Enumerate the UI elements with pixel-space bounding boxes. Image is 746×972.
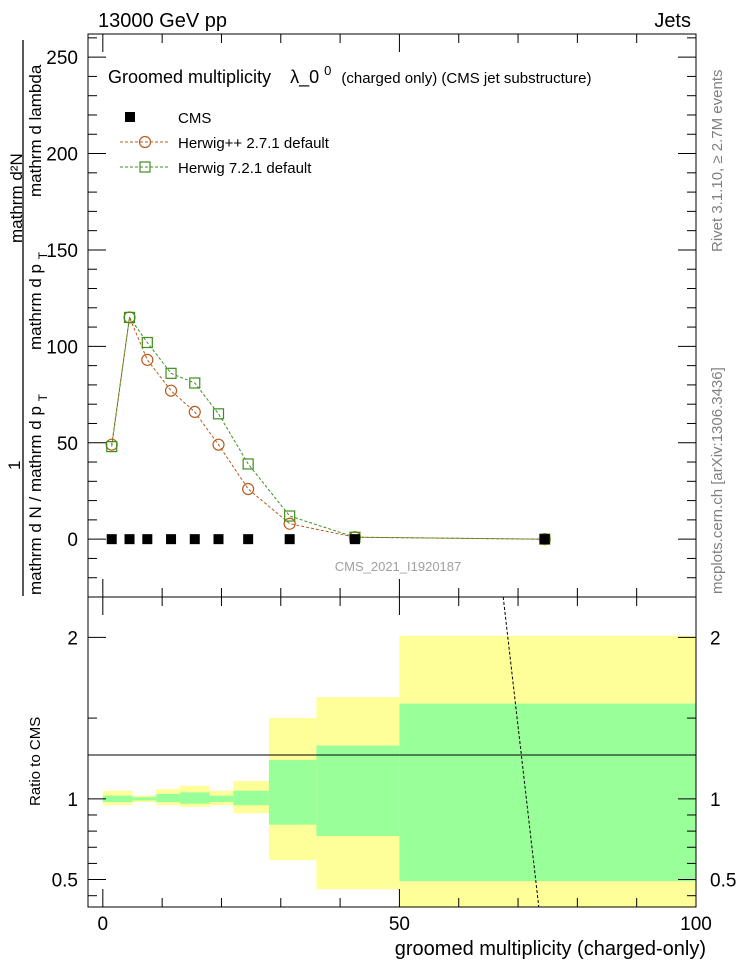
ratio-y-tick-label: 0.5 xyxy=(52,871,78,892)
data-point-herwigpp xyxy=(188,405,201,419)
main-panel: 0 50 100 150 200 250 CMS_2021_I1920187 Groome… xyxy=(46,33,697,598)
uncertainty-band-inner xyxy=(399,703,696,882)
main-markers xyxy=(105,311,551,546)
data-point-cms xyxy=(243,534,254,545)
legend-marker-cms xyxy=(125,112,135,122)
y-tick-label: 250 xyxy=(46,48,78,69)
legend-entry-cms: CMS xyxy=(125,110,211,127)
ylabel-dpt-text: mathrm d p xyxy=(26,264,45,350)
x-tick-label: 100 xyxy=(680,914,712,935)
ratio-y-tick-label-right: 0.5 xyxy=(710,871,736,892)
ylabel-denominator-dpt: mathrm d p T xyxy=(26,251,50,350)
watermark-label: CMS_2021_I1920187 xyxy=(335,559,462,574)
ratio-ylabel: Ratio to CMS xyxy=(27,717,44,806)
data-point-cms xyxy=(106,534,117,545)
ratio-y-tick-label: 2 xyxy=(67,628,78,649)
legend-marker-herwig7 xyxy=(139,161,151,173)
ylabel-denominator-dn: mathrm d N / mathrm d p T xyxy=(26,393,50,595)
data-point-cms xyxy=(349,534,360,545)
legend-entry-herwigpp: Herwig++ 2.7.1 default xyxy=(120,135,330,152)
ratio-y-tick-label-right: 2 xyxy=(710,628,721,649)
y-tick-label: 0 xyxy=(67,530,78,551)
legend-entry-herwig7: Herwig 7.2.1 default xyxy=(120,160,312,177)
series-line-1 xyxy=(111,315,545,540)
uncertainty-band-inner xyxy=(233,790,269,806)
legend-label-herwig7: Herwig 7.2.1 default xyxy=(178,160,312,177)
y-tick-label: 50 xyxy=(57,434,78,455)
data-point-cms xyxy=(124,534,135,545)
uncertainty-band-inner xyxy=(179,792,210,804)
x-axis-label: groomed multiplicity (charged-only) xyxy=(395,938,706,960)
ylabel-denominator-dlambda: mathrm d lambda xyxy=(26,64,45,197)
header-process: 13000 GeV pp xyxy=(98,10,227,32)
ylabel-dn-text: mathrm d N / mathrm d p xyxy=(26,406,45,595)
data-point-herwigpp xyxy=(141,353,154,366)
legend-label-herwigpp: Herwig++ 2.7.1 default xyxy=(178,135,330,152)
data-point-herwig7 xyxy=(212,408,225,420)
ylabel-numerator-one: 1 xyxy=(5,461,24,470)
legend-marker-herwigpp xyxy=(138,135,152,149)
y-tick-label: 100 xyxy=(46,337,78,358)
main-ticks: 0 50 100 150 200 250 xyxy=(46,34,697,597)
y-tick-label: 200 xyxy=(46,145,78,166)
legend: CMS Herwig++ 2.7.1 default Herwig 7.2.1 … xyxy=(120,110,330,177)
ratio-y-tick-label-right: 1 xyxy=(710,790,721,811)
ylabel-dpt-subscript: T xyxy=(36,251,50,259)
data-point-herwig7 xyxy=(123,311,136,324)
data-point-cms xyxy=(284,534,295,545)
uncertainty-band-inner xyxy=(209,795,234,803)
mcplots-label: mcplots.cern.ch [arXiv:1306.3436] xyxy=(709,367,726,594)
ratio-y-tick-label: 1 xyxy=(67,790,78,811)
ratio-ticks: 0.5 0.5 1 1 2 2 0 50 100 xyxy=(52,597,736,935)
data-point-herwig7 xyxy=(165,367,177,379)
data-point-herwigpp xyxy=(242,482,255,496)
legend-label-cms: CMS xyxy=(178,110,211,127)
data-point-herwigpp xyxy=(164,384,178,397)
ylabel-dn-subscript: T xyxy=(36,393,50,401)
chart-title-lambda: λ_0 xyxy=(290,67,319,88)
uncertainty-band-inner xyxy=(132,797,157,801)
ratio-plot-frame xyxy=(87,596,697,908)
data-point-herwig7 xyxy=(189,377,201,389)
uncertainty-band-inner xyxy=(268,760,317,825)
ratio-curve xyxy=(502,596,540,908)
header-observable: Jets xyxy=(654,10,691,32)
data-point-cms xyxy=(166,534,177,545)
ratio-panel: 0.5 0.5 1 1 2 2 0 50 100 Ratio to CMS xyxy=(27,596,736,935)
x-tick-label: 0 xyxy=(98,914,109,935)
chart-title-suffix: (charged only) (CMS jet substructure) xyxy=(341,70,591,87)
ylabel-numerator-d2n: mathrm d²N xyxy=(7,153,26,243)
data-point-herwig7 xyxy=(106,441,118,453)
data-point-cms xyxy=(539,534,550,545)
data-point-herwigpp xyxy=(283,517,296,530)
data-point-cms xyxy=(142,534,153,545)
uncertainty-band-inner xyxy=(102,795,133,803)
chart-title-main: Groomed multiplicity xyxy=(108,67,271,87)
series-line-2 xyxy=(111,316,545,540)
data-point-cms xyxy=(189,534,200,545)
uncertainty-band-inner xyxy=(156,793,180,803)
data-point-herwig7 xyxy=(141,336,153,349)
rivet-label: Rivet 3.1.10, ≥ 2.7M events xyxy=(709,70,726,253)
ratio-bands xyxy=(102,635,696,907)
uncertainty-band-inner xyxy=(316,745,400,836)
y-tick-label: 150 xyxy=(46,241,78,262)
ratio-curve-herwigpp xyxy=(502,596,540,908)
data-point-herwigpp xyxy=(212,438,225,451)
chart-title-superscript: 0 xyxy=(324,63,331,78)
data-point-herwig7 xyxy=(242,458,254,470)
main-curves xyxy=(111,315,545,540)
data-point-herwig7 xyxy=(284,510,296,522)
x-tick-label: 50 xyxy=(389,914,410,935)
chart-title: Groomed multiplicity λ_0 0 (charged only… xyxy=(108,59,591,88)
main-ylabel: mathrm d²N 1 mathrm d p T mathrm d lambd… xyxy=(5,40,50,596)
data-point-cms xyxy=(213,534,224,545)
